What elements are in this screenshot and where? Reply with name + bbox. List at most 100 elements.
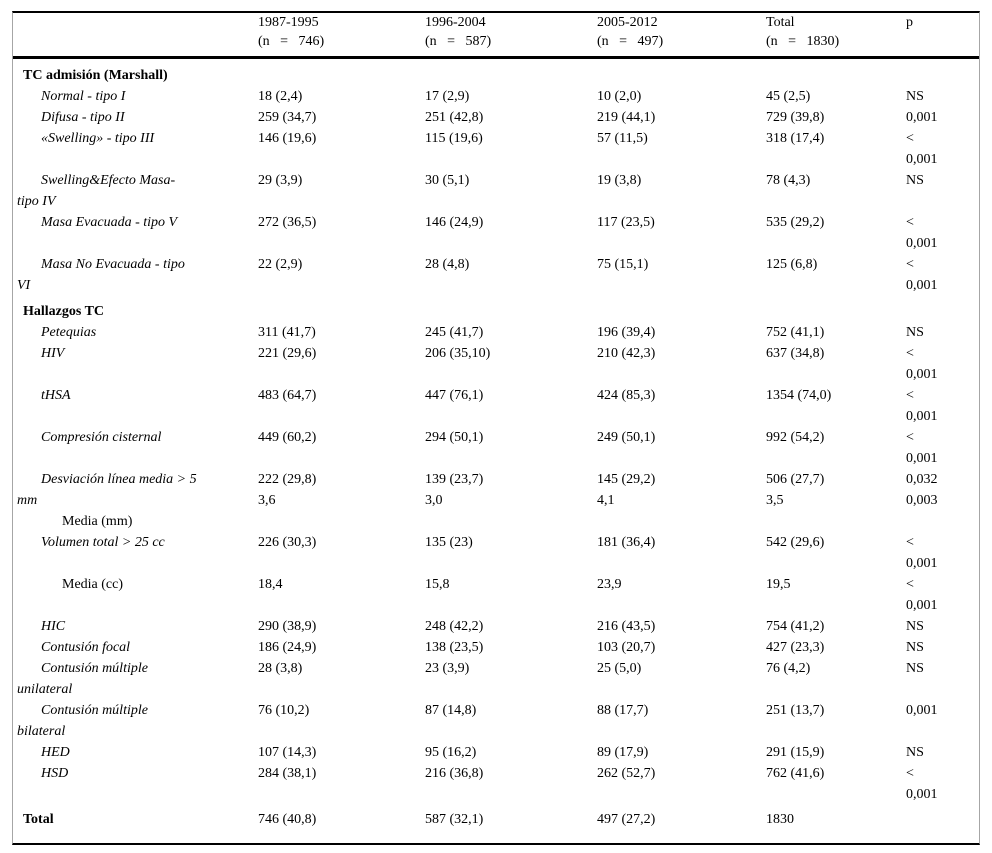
row-label-line: HSD [41, 765, 69, 781]
header-period: 1996-2004 [425, 15, 486, 30]
row-label-line: TC admisión (Marshall) [23, 67, 168, 83]
p-value: 0,001 [906, 555, 938, 571]
p-value: < [906, 214, 914, 230]
cell-value: 22 (2,9) [258, 256, 303, 272]
p-value-cell: 0,001 [906, 700, 979, 742]
value-cell: 746 (40,8) [258, 805, 425, 830]
row-label-line: Media (mm) [62, 513, 133, 529]
table-row: tHSA 483 (64,7) 447 (76,1) 424 (85,3) 1354 (… [13, 385, 979, 427]
cell-value: 249 (50,1) [597, 429, 656, 445]
value-cell: 15,8 [425, 574, 597, 616]
value-cell: 251 (13,7) [766, 700, 906, 742]
value-cell: 28 (3,8) [258, 658, 425, 700]
value-cell: 752 (41,1) [766, 322, 906, 343]
cell-value: 23 (3,9) [425, 660, 470, 676]
value-cell: 117 (23,5) [597, 212, 766, 254]
cell-value: 754 (41,2) [766, 618, 825, 634]
row-label-cell: Petequias [13, 322, 258, 343]
cell-value: 18,4 [258, 576, 283, 592]
value-cell: 483 (64,7) [258, 385, 425, 427]
row-label-line: unilateral [17, 681, 73, 697]
table-header: 1987-1995 (n = 746) 1996-2004 (n = 587) … [13, 13, 979, 59]
row-label-cell: Volumen total > 25 cc [13, 532, 258, 574]
value-cell: 23 (3,9) [425, 658, 597, 700]
p-value-cell: NS [906, 170, 979, 212]
value-cell: 216 (43,5) [597, 616, 766, 637]
row-label-line: mm [17, 492, 38, 508]
value-cell: 294 (50,1) [425, 427, 597, 469]
row-label-cell: Total [13, 805, 258, 830]
value-cell: 181 (36,4) [597, 532, 766, 574]
value-cell: 221 (29,6) [258, 343, 425, 385]
value-cell: 587 (32,1) [425, 805, 597, 830]
p-value: NS [906, 639, 924, 655]
cell-value: 284 (38,1) [258, 765, 317, 781]
cell-value: 291 (15,9) [766, 744, 825, 760]
table-row: «Swelling» - tipo III 146 (19,6) 115 (19,6… [13, 128, 979, 170]
p-value: < [906, 256, 914, 272]
cell-value: 75 (15,1) [597, 256, 649, 272]
p-value-cell: <0,001 [906, 254, 979, 296]
value-cell: 76 (4,2) [766, 658, 906, 700]
value-cell: 17 (2,9) [425, 86, 597, 107]
value-cell: 447 (76,1) [425, 385, 597, 427]
value-cell: 272 (36,5) [258, 212, 425, 254]
value-cell: 135 (23) [425, 532, 597, 574]
p-value: < [906, 576, 914, 592]
p-value: 0,001 [906, 109, 938, 125]
value-cell: 729 (39,8) [766, 107, 906, 128]
cell-value: 226 (30,3) [258, 534, 317, 550]
cell-value: 746 (40,8) [258, 811, 317, 827]
value-cell: 284 (38,1) [258, 763, 425, 805]
value-cell: 78 (4,3) [766, 170, 906, 212]
value-cell: 216 (36,8) [425, 763, 597, 805]
p-value: NS [906, 172, 924, 188]
value-cell: 1354 (74,0) [766, 385, 906, 427]
row-label-line: Swelling&Efecto Masa- [41, 172, 176, 188]
value-cell: 290 (38,9) [258, 616, 425, 637]
cell-value: 4,1 [597, 492, 615, 508]
p-value: < [906, 765, 914, 781]
table-row: Normal - tipo I 18 (2,4) 17 (2,9) 10 (2,0) 4… [13, 86, 979, 107]
row-label-line: tipo IV [17, 193, 56, 209]
row-label-line: Volumen total > 25 cc [41, 534, 165, 550]
value-cell: 103 (20,7) [597, 637, 766, 658]
cell-value: 196 (39,4) [597, 324, 656, 340]
table-row: Desviación línea media > 5 mm Media (mm) 22… [13, 469, 979, 532]
value-cell: 196 (39,4) [597, 322, 766, 343]
p-value-cell: NS [906, 86, 979, 107]
cell-value: 587 (32,1) [425, 811, 484, 827]
cell-value: 206 (35,10) [425, 345, 491, 361]
value-cell: 992 (54,2) [766, 427, 906, 469]
value-cell: 22 (2,9) [258, 254, 425, 296]
value-cell: 427 (23,3) [766, 637, 906, 658]
row-label-cell: Contusión múltiple unilateral [13, 658, 258, 700]
value-cell: 95 (16,2) [425, 742, 597, 763]
row-label-line: Petequias [41, 324, 97, 340]
row-label-line: Total [23, 811, 54, 827]
value-cell: 76 (10,2) [258, 700, 425, 742]
value-cell: 248 (42,2) [425, 616, 597, 637]
value-cell: 30 (5,1) [425, 170, 597, 212]
row-label-line: Media (cc) [62, 576, 124, 592]
cell-value: 259 (34,7) [258, 109, 317, 125]
header-period: 2005-2012 [597, 15, 658, 30]
p-value: 0,001 [906, 366, 938, 382]
p-value-cell: <0,001 [906, 427, 979, 469]
row-label-cell: Masa Evacuada - tipo V [13, 212, 258, 254]
cell-value: 3,5 [766, 492, 784, 508]
p-value: NS [906, 660, 924, 676]
value-cell: 19 (3,8) [597, 170, 766, 212]
value-cell: 542 (29,6) [766, 532, 906, 574]
cell-value: 248 (42,2) [425, 618, 484, 634]
row-label-cell: Hallazgos TC [13, 296, 258, 322]
cell-value: 294 (50,1) [425, 429, 484, 445]
value-cell: 89 (17,9) [597, 742, 766, 763]
cell-value: 1830 [766, 811, 794, 827]
header-col-1987-1995: 1987-1995 (n = 746) [258, 13, 425, 59]
value-cell: 762 (41,6) [766, 763, 906, 805]
cell-value: 318 (17,4) [766, 130, 825, 146]
row-label-cell: Compresión cisternal [13, 427, 258, 469]
header-row: 1987-1995 (n = 746) 1996-2004 (n = 587) … [13, 13, 979, 59]
header-n: (n = 746) [258, 34, 325, 49]
